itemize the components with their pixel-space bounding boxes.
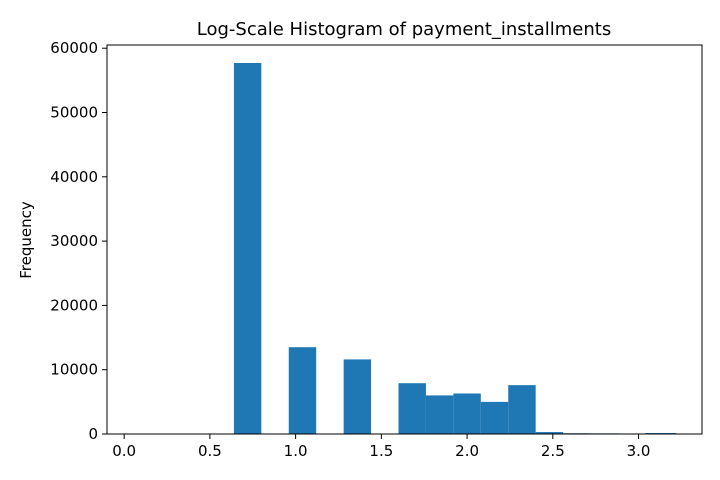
x-tick-label: 1.0 — [284, 442, 308, 460]
histogram-bar-4 — [233, 63, 262, 435]
y-tick-label: 50000 — [50, 104, 98, 122]
plot-frame — [106, 44, 703, 435]
y-tick-label: 20000 — [50, 296, 98, 314]
x-tick-label: 2.5 — [541, 442, 565, 460]
chart-title: Log-Scale Histogram of payment_installme… — [197, 19, 611, 40]
y-axis-label: Frequency — [17, 201, 35, 279]
histogram-bar-6 — [288, 347, 317, 434]
bars-group — [233, 63, 677, 435]
y-tick-label: 10000 — [50, 361, 98, 379]
x-tick-label: 0.5 — [198, 442, 222, 460]
histogram-bar-12 — [453, 393, 481, 434]
y-tick-label: 0 — [88, 425, 98, 443]
x-tick-label: 1.5 — [369, 442, 393, 460]
y-tick-label: 40000 — [50, 168, 98, 186]
histogram-bar-11 — [425, 395, 454, 434]
x-tick-label: 0.0 — [112, 442, 136, 460]
histogram-bar-15 — [535, 432, 564, 434]
y-tick-label: 30000 — [50, 232, 98, 250]
histogram-bar-14 — [508, 385, 536, 434]
ticks-group: 0.0 0.5 1.0 1.5 2.0 2.5 3.0 0 10000 20000 30000 400… — [50, 39, 650, 460]
histogram-bar-10 — [398, 383, 426, 434]
y-tick-label: 60000 — [50, 39, 98, 57]
x-tick-label: 3.0 — [627, 442, 651, 460]
histogram-bar-13 — [480, 401, 509, 434]
x-tick-label: 2.0 — [455, 442, 479, 460]
histogram-bar-8 — [343, 359, 372, 434]
